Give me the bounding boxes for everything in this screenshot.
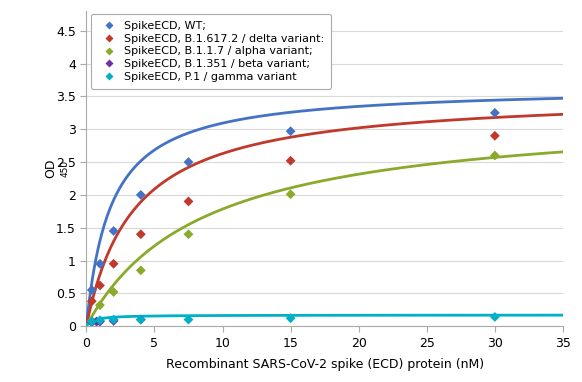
Point: [136, 267, 146, 274]
Point: [490, 314, 499, 320]
Text: 450: 450: [61, 160, 69, 177]
Point: [136, 192, 146, 198]
Point: [92, 319, 101, 325]
Point: [490, 152, 499, 159]
Point: [95, 317, 105, 323]
Point: [109, 317, 118, 323]
Point: [184, 159, 193, 165]
Point: [136, 317, 146, 323]
Point: [87, 319, 97, 325]
Point: [184, 231, 193, 237]
Point: [95, 282, 105, 288]
Point: [490, 110, 499, 116]
Text: OD: OD: [44, 159, 57, 178]
Point: [87, 287, 97, 293]
Point: [109, 289, 118, 295]
Point: [286, 158, 295, 164]
Point: [95, 319, 105, 325]
Point: [87, 319, 97, 325]
Point: [286, 315, 295, 321]
Point: [136, 317, 146, 323]
Point: [286, 128, 295, 134]
Point: [87, 318, 97, 324]
Point: [184, 317, 193, 323]
Point: [184, 198, 193, 204]
Legend: SpikeECD, WT;, SpikeECD, B.1.617.2 / delta variant:, SpikeECD, B.1.1.7 / alpha v: SpikeECD, WT;, SpikeECD, B.1.617.2 / del…: [91, 14, 331, 89]
Point: [109, 228, 118, 234]
Point: [136, 231, 146, 237]
Point: [109, 318, 118, 324]
Point: [109, 261, 118, 267]
Point: [87, 298, 97, 304]
Point: [95, 261, 105, 267]
Point: [490, 133, 499, 139]
X-axis label: Recombinant SARS-CoV-2 spike (ECD) protein (nM): Recombinant SARS-CoV-2 spike (ECD) prote…: [166, 358, 484, 371]
Point: [286, 191, 295, 197]
Point: [95, 302, 105, 308]
